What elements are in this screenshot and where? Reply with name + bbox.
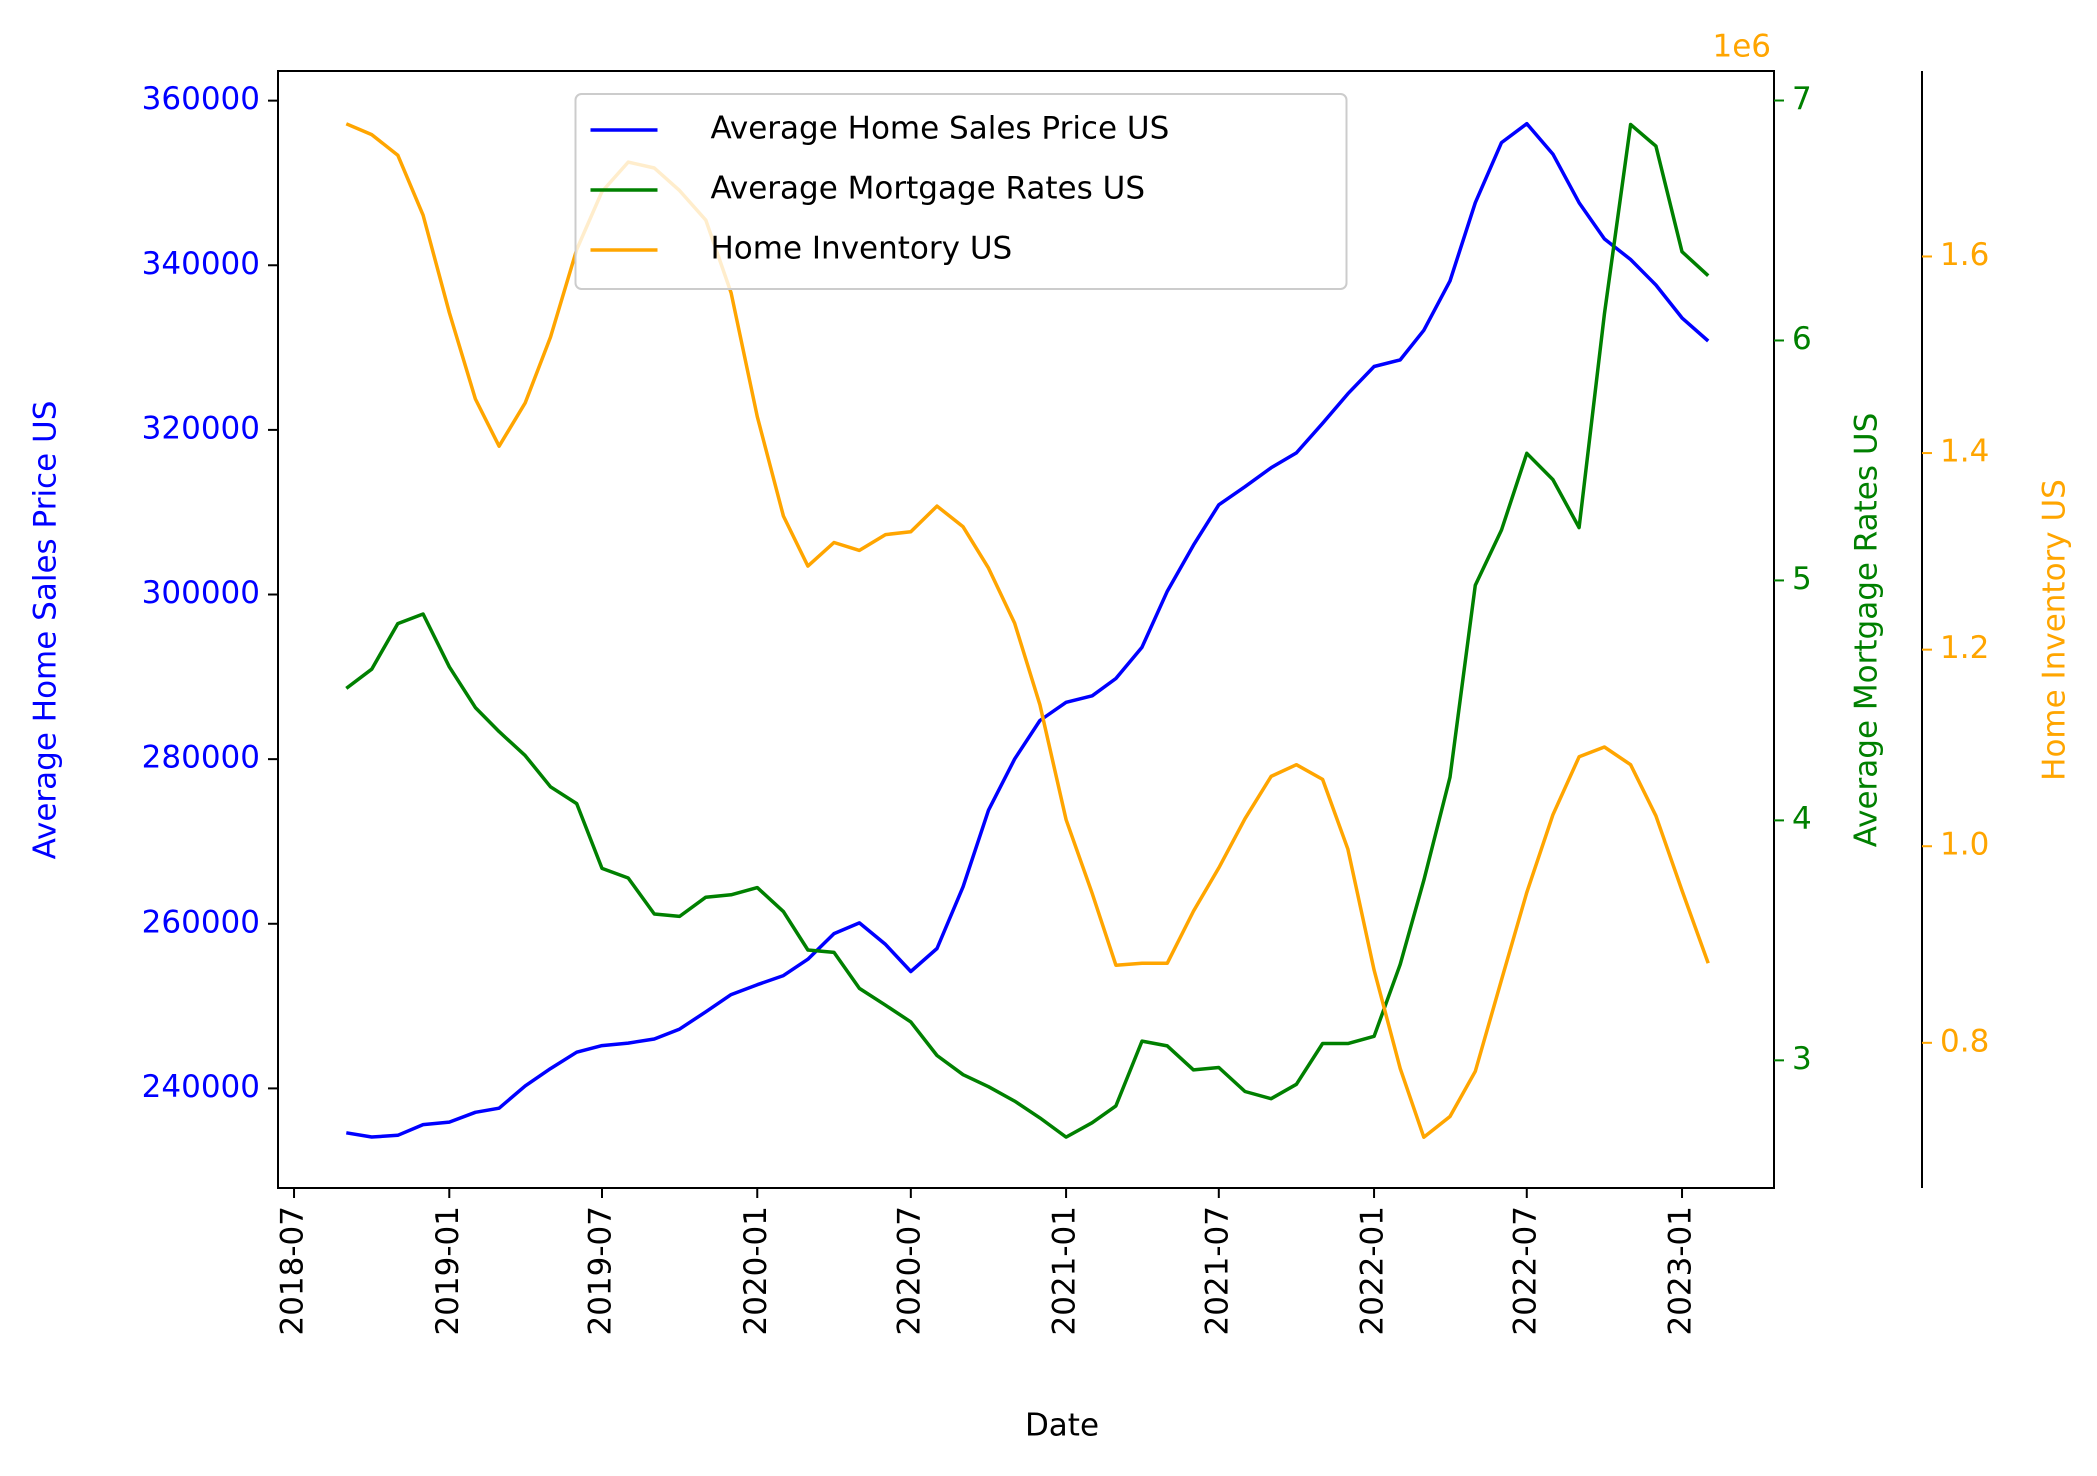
legend-label: Home Inventory US [711, 231, 1013, 267]
series-line [345, 122, 1710, 1139]
y-tick-label: 1.2 [1940, 630, 1989, 666]
plot-frame [277, 70, 1775, 1189]
x-tick-label: 2022-01 [1355, 1206, 1391, 1336]
x-tick-label: 2021-07 [1199, 1206, 1235, 1336]
y-tick-label: 0.8 [1940, 1023, 1989, 1059]
y2-axis-label: Average Mortgage Rates US [1849, 413, 1885, 848]
y-tick-label: 320000 [142, 410, 260, 446]
x-tick-label: 2019-01 [430, 1206, 466, 1336]
x-tick-label: 2020-01 [738, 1206, 774, 1336]
y-axis-label: Average Home Sales Price US [28, 401, 64, 860]
y-tick-label: 1.4 [1940, 434, 1989, 470]
y-tick-label: 260000 [142, 904, 260, 940]
x-tick-label: 2023-01 [1663, 1206, 1699, 1336]
legend-label: Average Mortgage Rates US [711, 171, 1146, 207]
legend-box [574, 93, 1348, 290]
legend-label: Average Home Sales Price US [711, 111, 1170, 147]
x-axis-label: Date [1025, 1408, 1099, 1444]
y-tick-label: 340000 [142, 246, 260, 282]
y-tick-label: 1.6 [1940, 237, 1989, 273]
y-tick-label: 4 [1792, 801, 1812, 837]
y-tick-label: 5 [1792, 561, 1812, 597]
y-tick-label: 3 [1792, 1041, 1812, 1077]
y-tick-label: 6 [1792, 321, 1812, 357]
x-tick-label: 2020-07 [891, 1206, 927, 1336]
y-tick-label: 240000 [142, 1069, 260, 1105]
y-tick-label: 1.0 [1940, 827, 1989, 863]
y-tick-label: 300000 [142, 575, 260, 611]
series-line [345, 122, 1710, 1139]
x-tick-label: 2018-07 [275, 1206, 311, 1336]
x-tick-label: 2022-07 [1507, 1206, 1543, 1336]
y-tick-label: 360000 [142, 81, 260, 117]
x-tick-label: 2021-01 [1047, 1206, 1083, 1336]
y3-offset-label: 1e6 [1712, 29, 1771, 65]
x-tick-label: 2019-07 [583, 1206, 619, 1336]
series-line [346, 121, 1710, 1139]
y-tick-label: 7 [1792, 81, 1812, 117]
y3-axis-label: Home Inventory US [2037, 479, 2073, 781]
y-tick-label: 280000 [142, 740, 260, 776]
